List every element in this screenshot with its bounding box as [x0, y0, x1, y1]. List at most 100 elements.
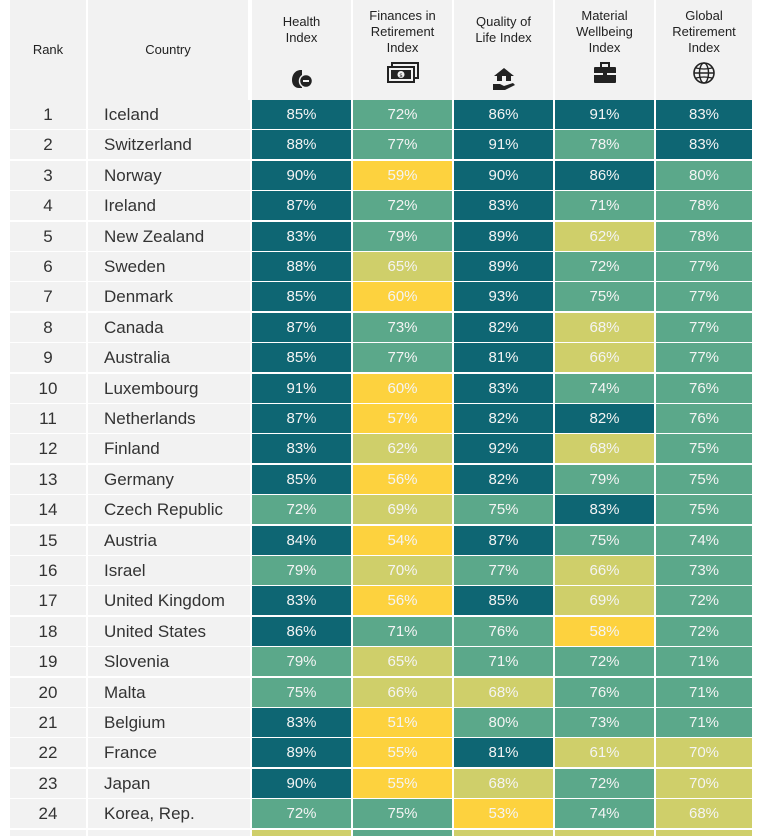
- value-cell-material: 83%: [555, 495, 654, 525]
- value-cell-material: 66%: [555, 556, 654, 585]
- value-cell-finances: 57%: [353, 404, 452, 433]
- column-header-health: Health Index: [252, 0, 351, 100]
- value-cell-finances: 72%: [353, 100, 452, 129]
- value-cell-qol: 92%: [454, 434, 553, 464]
- value-cell-qol: 81%: [454, 343, 553, 373]
- briefcase-icon: [592, 60, 618, 86]
- rank-cell: 21: [10, 708, 86, 737]
- value-cell-finances: 51%: [353, 708, 452, 737]
- column-header-label: Material Wellbeing Index: [576, 0, 633, 56]
- value-cell-finances: 56%: [353, 464, 452, 494]
- value-cell-finances: 71%: [353, 616, 452, 646]
- value-cell-health: 89%: [252, 738, 351, 768]
- column-header-line: Index: [588, 40, 621, 55]
- value-cell-finances: 65%: [353, 252, 452, 281]
- country-cell: Slovenia: [88, 647, 250, 677]
- health-icon: [289, 66, 315, 92]
- country-cell: Luxembourg: [88, 373, 250, 403]
- value-cell-global: 83%: [656, 130, 752, 160]
- value-cell-qol: 86%: [454, 100, 553, 129]
- column-header-line: Quality of: [476, 14, 531, 29]
- table-row: 10 Luxembourg 91% 60% 83% 74% 76%: [10, 373, 752, 403]
- rank-cell: 8: [10, 312, 86, 342]
- value-cell-finances: 73%: [353, 312, 452, 342]
- table-row: 6 Sweden 88% 65% 89% 72% 77%: [10, 252, 752, 281]
- table-row: 5 New Zealand 83% 79% 89% 62% 78%: [10, 221, 752, 251]
- value-cell-health: 83%: [252, 434, 351, 464]
- value-cell-health: 72%: [252, 495, 351, 525]
- country-cell: Finland: [88, 434, 250, 464]
- value-cell-health: 83%: [252, 221, 351, 251]
- country-cell: Netherlands: [88, 404, 250, 433]
- value-cell-finances: 62%: [353, 434, 452, 464]
- rank-cell: 4: [10, 191, 86, 221]
- value-cell-material: 74%: [555, 373, 654, 403]
- value-cell-health: 87%: [252, 404, 351, 433]
- value-cell-qol: 76%: [454, 616, 553, 646]
- value-cell-global: 75%: [656, 434, 752, 464]
- value-cell-global: 77%: [656, 312, 752, 342]
- value-cell-global: 77%: [656, 282, 752, 312]
- value-cell-health: 90%: [252, 160, 351, 190]
- country-cell: Israel: [88, 556, 250, 585]
- table-row: 9 Australia 85% 77% 81% 66% 77%: [10, 343, 752, 373]
- value-cell-finances: 69%: [353, 495, 452, 525]
- value-cell-qol: 83%: [454, 373, 553, 403]
- value-cell-finances: 55%: [353, 738, 452, 768]
- value-cell-finances: 54%: [353, 525, 452, 555]
- value-cell-health: 83%: [252, 708, 351, 737]
- rank-cell: 1: [10, 100, 86, 129]
- country-cell: Switzerland: [88, 130, 250, 160]
- column-header-line: Health: [282, 14, 321, 29]
- table-row: 21 Belgium 83% 51% 80% 73% 71%: [10, 708, 752, 737]
- value-cell-material: 68%: [555, 312, 654, 342]
- money-icon: $: [386, 60, 420, 86]
- value-cell-health: 83%: [252, 586, 351, 616]
- value-cell-material: 76%: [555, 677, 654, 707]
- column-header-label: Health Index: [283, 0, 321, 62]
- column-header-line: Life Index: [475, 30, 532, 45]
- value-cell-finances: 77%: [353, 130, 452, 160]
- column-header-qol: Quality of Life Index: [454, 0, 553, 100]
- rank-header-label: Rank: [32, 42, 64, 57]
- value-cell-finances: 65%: [353, 647, 452, 677]
- table-row: 3 Norway 90% 59% 90% 86% 80%: [10, 160, 752, 190]
- column-header-line: Index: [688, 40, 720, 55]
- value-cell-material: 75%: [555, 282, 654, 312]
- value-cell-finances: 60%: [353, 373, 452, 403]
- value-cell-global: 74%: [656, 525, 752, 555]
- value-cell-global: 83%: [656, 100, 752, 129]
- country-header: Country: [88, 0, 248, 100]
- rank-cell: 5: [10, 221, 86, 251]
- rank-cell: 7: [10, 282, 86, 312]
- table-row: 20 Malta 75% 66% 68% 76% 71%: [10, 677, 752, 707]
- value-cell-qol: 81%: [454, 738, 553, 768]
- value-cell-material: 69%: [555, 586, 654, 616]
- country-header-label: Country: [145, 42, 191, 57]
- column-header-line: Wellbeing: [576, 24, 633, 39]
- value-cell-health: 90%: [252, 768, 351, 798]
- value-cell-global: 70%: [656, 768, 752, 798]
- table-row: 14 Czech Republic 72% 69% 75% 83% 75%: [10, 495, 752, 525]
- value-cell-qol: 89%: [454, 221, 553, 251]
- value-cell-qol: 68%: [454, 768, 553, 798]
- country-cell: New Zealand: [88, 221, 250, 251]
- value-cell-finances: 55%: [353, 768, 452, 798]
- value-cell-health: 85%: [252, 464, 351, 494]
- value-cell-finances: 59%: [353, 160, 452, 190]
- country-cell: Malta: [88, 677, 250, 707]
- rank-cell: 24: [10, 799, 86, 829]
- value-cell-material: 72%: [555, 252, 654, 281]
- country-cell: Korea, Rep.: [88, 799, 250, 829]
- value-cell-qol: 82%: [454, 464, 553, 494]
- column-header-line: Index: [386, 40, 419, 55]
- value-cell-global: 71%: [656, 647, 752, 677]
- rank-cell: 16: [10, 556, 86, 585]
- column-header-label: Finances in Retirement Index: [369, 0, 435, 56]
- value-cell-global: 75%: [656, 464, 752, 494]
- country-cell: Canada: [88, 312, 250, 342]
- value-cell-health: 79%: [252, 556, 351, 585]
- value-cell-finances: 70%: [353, 556, 452, 585]
- table-row: 13 Germany 85% 56% 82% 79% 75%: [10, 464, 752, 494]
